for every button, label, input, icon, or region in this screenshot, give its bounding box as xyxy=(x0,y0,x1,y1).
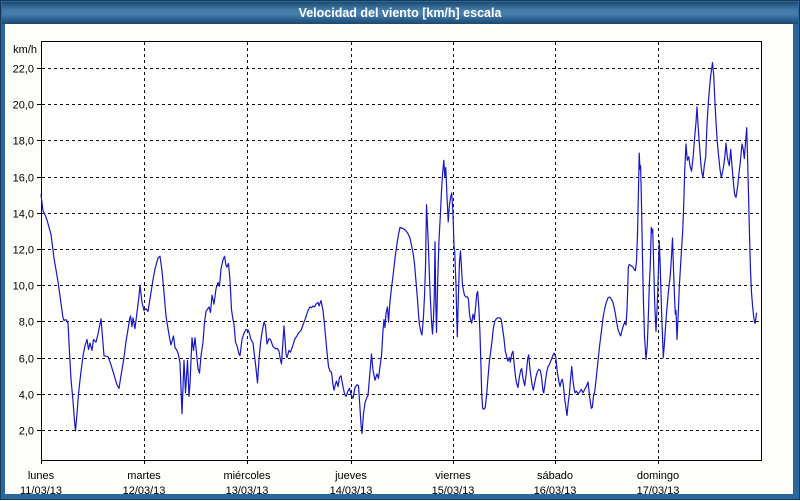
y-tick-label: 18,0 xyxy=(13,136,34,148)
x-date-label: 17/03/13 xyxy=(637,485,680,497)
y-axis-unit-label: km/h xyxy=(13,44,37,56)
x-weekday-label: viernes xyxy=(435,470,471,482)
x-date-label: 13/03/13 xyxy=(226,485,269,497)
x-date-label: 14/03/13 xyxy=(330,485,373,497)
application-window: Velocidad del viento [km/h] escala 2,04,… xyxy=(0,0,800,500)
x-date-label: 15/03/13 xyxy=(432,485,475,497)
y-tick-label: 2,0 xyxy=(19,426,34,438)
y-tick-label: 20,0 xyxy=(13,100,34,112)
y-tick-label: 6,0 xyxy=(19,354,34,366)
y-tick-label: 10,0 xyxy=(13,281,34,293)
x-date-label: 12/03/13 xyxy=(123,485,166,497)
x-date-label: 11/03/13 xyxy=(20,485,62,497)
x-weekday-label: domingo xyxy=(637,470,679,482)
y-tick-label: 16,0 xyxy=(13,173,34,185)
wind-speed-chart: 2,0 4,0 6,0 8,0 10,0 12,0 14,0 16,0 18,0 20,0 22,0… xyxy=(1,1,800,501)
y-tick-label: 22,0 xyxy=(13,64,34,76)
y-tick-label: 12,0 xyxy=(13,245,34,257)
x-date-label: 16/03/13 xyxy=(534,485,577,497)
x-weekday-label: miércoles xyxy=(223,470,271,482)
x-weekday-label: martes xyxy=(127,470,161,482)
y-tick-label: 14,0 xyxy=(13,209,34,221)
x-weekday-label: lunes xyxy=(28,470,55,482)
x-weekday-label: jueves xyxy=(334,470,367,482)
y-tick-label: 4,0 xyxy=(19,390,34,402)
x-weekday-label: sábado xyxy=(537,470,573,482)
y-tick-label: 8,0 xyxy=(19,317,34,329)
